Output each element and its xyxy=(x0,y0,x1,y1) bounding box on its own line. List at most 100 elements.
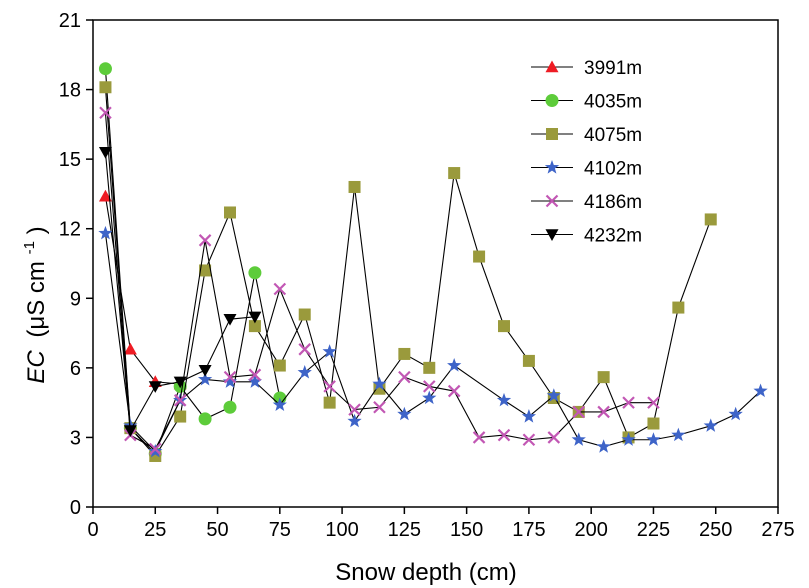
marker-stroke xyxy=(323,380,336,393)
legend-label: 3991m xyxy=(584,58,642,79)
data-point xyxy=(273,359,286,372)
data-point xyxy=(174,410,187,423)
x-tick-label: 25 xyxy=(144,519,166,541)
data-point xyxy=(422,380,436,393)
series-4232m xyxy=(98,146,262,437)
data-point xyxy=(621,432,636,446)
data-point xyxy=(323,396,336,409)
y-tick-label: 12 xyxy=(59,219,81,241)
data-point xyxy=(98,189,112,202)
data-point xyxy=(123,425,137,437)
x-tick-label: 275 xyxy=(761,519,794,541)
y-tick-label: 0 xyxy=(70,497,81,519)
data-point xyxy=(198,412,212,426)
x-tick-label: 225 xyxy=(637,519,670,541)
data-point xyxy=(173,394,187,407)
data-point xyxy=(398,370,411,384)
data-point xyxy=(148,381,162,393)
legend-entry-4186m: 4186m xyxy=(531,192,642,213)
data-point xyxy=(348,180,361,193)
series-line xyxy=(104,112,654,450)
data-point xyxy=(547,431,561,444)
legend-marker xyxy=(545,229,559,241)
marker-stroke xyxy=(472,431,486,444)
legend-entry-4102m: 4102m xyxy=(531,159,642,180)
data-point xyxy=(546,388,561,402)
data-point xyxy=(496,392,512,407)
data-point xyxy=(522,433,536,447)
data-point xyxy=(173,376,187,389)
marker-stroke xyxy=(522,433,536,447)
data-point xyxy=(98,62,112,76)
data-point xyxy=(273,282,287,296)
x-axis-ticks: 0 25 50 75 100 125 150 175 200 225 250 275 xyxy=(87,507,795,541)
data-point xyxy=(447,358,462,372)
data-point xyxy=(223,400,237,414)
data-point xyxy=(199,264,212,277)
data-point xyxy=(753,383,768,398)
y-axis-label-superscript: -1 xyxy=(21,241,38,254)
data-point xyxy=(448,167,461,180)
data-point xyxy=(422,390,437,405)
data-point xyxy=(248,368,262,382)
y-tick-label: 3 xyxy=(70,427,81,449)
marker-stroke xyxy=(497,428,511,442)
legend-marker xyxy=(545,60,559,73)
x-tick-label: 0 xyxy=(87,519,98,541)
data-point xyxy=(223,313,237,326)
data-point xyxy=(497,428,511,442)
data-point xyxy=(597,371,610,384)
plot-border xyxy=(92,19,779,508)
data-point xyxy=(322,344,337,358)
legend-entry-3991m: 3991m xyxy=(531,58,642,79)
legend-entry-4232m: 4232m xyxy=(531,226,642,247)
legend-marker xyxy=(546,128,558,140)
marker-stroke xyxy=(647,396,660,409)
marker-stroke xyxy=(622,396,635,409)
data-point xyxy=(647,396,660,409)
data-point xyxy=(222,374,238,388)
x-tick-label: 50 xyxy=(206,519,228,541)
marker-stroke xyxy=(273,282,287,296)
data-point xyxy=(98,225,113,240)
data-point xyxy=(248,311,262,324)
x-tick-label: 175 xyxy=(512,519,545,541)
data-point xyxy=(298,343,312,356)
marker-stroke xyxy=(547,431,561,444)
marker-stroke xyxy=(597,405,610,419)
data-point xyxy=(298,308,311,321)
data-point xyxy=(447,384,461,398)
data-point xyxy=(646,432,661,446)
legend-entry-4035m: 4035m xyxy=(531,92,642,113)
data-point xyxy=(198,364,212,377)
data-point xyxy=(498,320,510,333)
data-point xyxy=(647,417,660,430)
y-axis-label-unit: (μS cm xyxy=(23,261,50,338)
data-point xyxy=(224,206,236,219)
data-point xyxy=(148,443,163,458)
data-point xyxy=(596,439,611,453)
data-point xyxy=(247,374,263,388)
data-point xyxy=(571,432,586,446)
x-axis-label: Snow depth (cm) xyxy=(335,559,516,586)
data-point xyxy=(348,403,361,416)
data-point xyxy=(272,397,287,412)
data-point xyxy=(373,401,386,414)
data-point xyxy=(472,431,486,444)
data-point xyxy=(248,266,262,280)
data-point xyxy=(703,418,718,432)
legend-label: 4102m xyxy=(584,159,642,180)
data-point xyxy=(99,106,112,120)
data-point xyxy=(597,405,610,419)
data-point xyxy=(473,250,486,263)
y-axis-ticks: 0 3 6 9 12 15 18 21 xyxy=(59,10,93,519)
y-tick-label: 15 xyxy=(59,149,81,171)
plot-frame xyxy=(92,19,779,508)
legend-label: 4035m xyxy=(584,92,642,113)
x-tick-label: 150 xyxy=(450,519,483,541)
data-point xyxy=(248,320,261,333)
data-point xyxy=(398,347,411,360)
series-line xyxy=(104,68,281,455)
marker-stroke xyxy=(348,403,361,416)
